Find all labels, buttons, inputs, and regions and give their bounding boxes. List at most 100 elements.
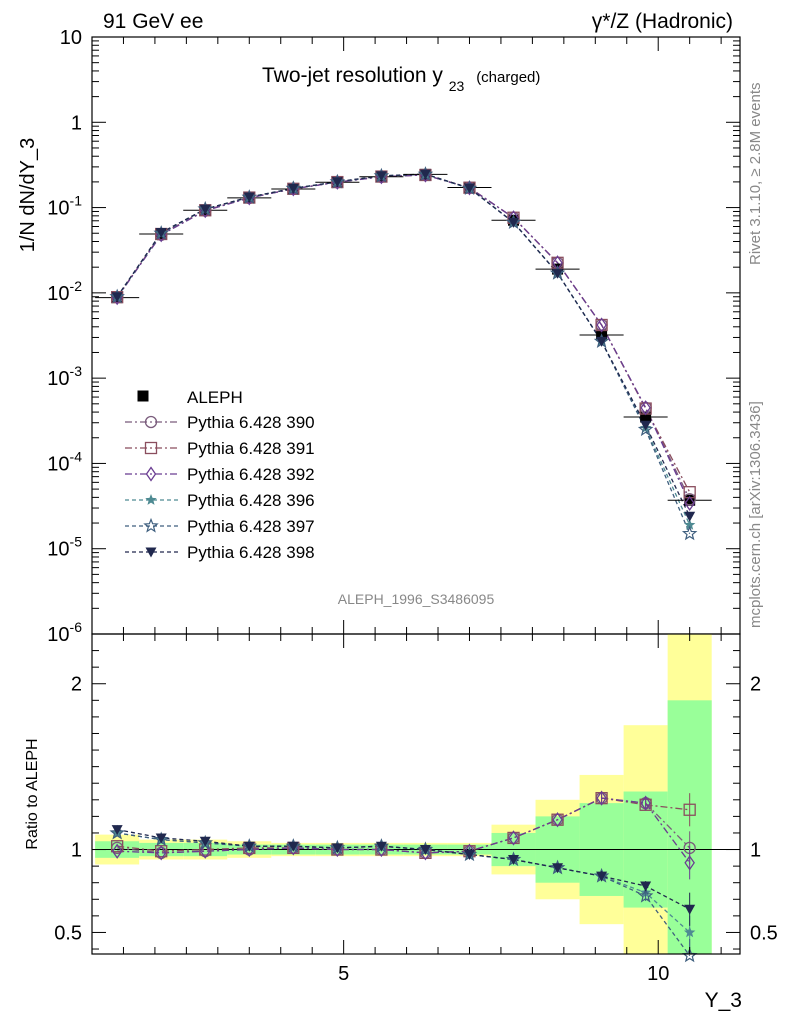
ratio-point-398 — [684, 904, 696, 915]
y-tick-label: 10-3 — [47, 363, 82, 390]
series-point-398 — [463, 183, 475, 194]
series-point-396 — [683, 518, 696, 530]
legend-marker — [144, 441, 158, 455]
ratio-point-398 — [287, 841, 299, 852]
series-point-398 — [155, 228, 167, 239]
ratio-point-397 — [637, 887, 654, 903]
y-tick-label: 1 — [71, 112, 82, 134]
ratio-uncertainty-bands — [92, 634, 740, 954]
data-point — [640, 411, 652, 423]
legend-marker — [143, 517, 159, 533]
legend-label: Pythia 6.428 392 — [187, 465, 315, 484]
series-line-392 — [116, 174, 691, 504]
legend-label: Pythia 6.428 390 — [187, 413, 315, 432]
legend-label: Pythia 6.428 397 — [187, 517, 315, 536]
ratio-point-392 — [508, 830, 519, 846]
series-point-398 — [111, 292, 123, 303]
ratio-axis-ticks: 0.5 0.5 1 1 2 2 5 10 — [54, 633, 778, 985]
x-axis-label: Y_3 — [705, 989, 742, 1012]
ratio-point-392 — [199, 843, 211, 859]
series-point-398 — [596, 336, 608, 347]
x-tick-label: 10 — [647, 963, 669, 985]
ratio-tick-label-left: 1 — [71, 840, 82, 862]
series-point-397 — [681, 525, 698, 541]
mcplots-label: mcplots.cern.ch [arXiv:1306.3436] — [747, 401, 764, 628]
ratio-tick-label-right: 2 — [750, 674, 761, 696]
chart-title-suffix: (charged) — [476, 69, 540, 86]
y-axis-label: 1/N dN/dY_3 — [17, 138, 39, 253]
series-point-398 — [331, 177, 343, 188]
ratio-point-392 — [684, 855, 695, 871]
ratio-point-398 — [243, 841, 255, 852]
ratio-point-397 — [109, 824, 125, 840]
ratio-line-398 — [117, 828, 691, 910]
ratio-point-398 — [155, 833, 167, 844]
y-tick-label: 10-6 — [47, 619, 82, 646]
ratio-series-lines — [117, 797, 691, 957]
series-point-398 — [640, 420, 652, 431]
main-series-lines — [116, 173, 691, 534]
chart-title: Two-jet resolution y 23 (charged) — [262, 64, 540, 96]
legend-marker — [145, 494, 157, 505]
ratio-point-391 — [683, 803, 696, 816]
ratio-point-396 — [683, 926, 696, 938]
legend: ALEPH Pythia 6.428 390 Pythia 6.428 391 Pyt… — [125, 388, 315, 562]
ratio-point-398 — [640, 881, 652, 892]
legend-marker-data — [137, 390, 149, 402]
ratio-point-392 — [596, 790, 607, 806]
ratio-tick-label-right: 0.5 — [750, 922, 778, 944]
legend-label: Pythia 6.428 398 — [187, 543, 315, 562]
rivet-label: Rivet 3.1.10, ≥ 2.8M events — [747, 83, 764, 266]
legend-marker — [145, 466, 157, 482]
chart-title-main: Two-jet resolution y — [262, 64, 443, 87]
chart-title-sub: 23 — [449, 78, 465, 94]
y-tick-label: 10-1 — [47, 193, 82, 220]
ratio-point-398 — [331, 843, 343, 854]
ratio-point-398 — [199, 836, 211, 847]
series-point-398 — [552, 268, 564, 279]
y-tick-label: 10-5 — [47, 534, 82, 561]
series-point-398 — [419, 169, 431, 180]
series-point-398 — [508, 217, 520, 228]
data-point — [684, 494, 696, 506]
y-tick-label: 10-2 — [47, 278, 82, 305]
x-tick-label: 5 — [338, 963, 349, 985]
ratio-tick-label-left: 0.5 — [54, 922, 82, 944]
legend-label: Pythia 6.428 391 — [187, 439, 315, 458]
ratio-point-392 — [111, 843, 123, 859]
ratio-point-392 — [552, 812, 563, 828]
analysis-id: ALEPH_1996_S3486095 — [338, 591, 495, 607]
ratio-series-markers — [109, 790, 698, 963]
main-plot: 10 1 10-1 10-2 10-3 10-4 10-5 10-6 — [47, 27, 741, 646]
ratio-frame — [91, 633, 741, 955]
y-tick-label: 10-4 — [47, 448, 82, 475]
header-left: 91 GeV ee — [103, 10, 203, 33]
series-point-398 — [287, 183, 299, 194]
ratio-point-398 — [508, 854, 520, 865]
ratio-point-398 — [552, 863, 564, 874]
legend-marker — [145, 547, 157, 558]
ratio-point-398 — [419, 845, 431, 856]
series-line-398 — [116, 173, 691, 517]
ratio-plot: 0.5 0.5 1 1 2 2 5 10 — [54, 633, 778, 985]
ratio-point-398 — [463, 850, 475, 861]
ratio-point-398 — [111, 825, 123, 836]
ratio-point-392 — [155, 845, 167, 861]
ratio-tick-label-left: 2 — [71, 674, 82, 696]
ratio-tick-label-right: 1 — [750, 840, 761, 862]
series-point-397 — [637, 421, 654, 437]
ratio-y-axis-label: Ratio to ALEPH — [24, 738, 41, 849]
main-axis-ticks: 10 1 10-1 10-2 10-3 10-4 10-5 10-6 — [47, 27, 740, 646]
ratio-point-392 — [640, 795, 651, 811]
ratio-line-392 — [117, 797, 691, 864]
legend-label-data: ALEPH — [187, 388, 243, 407]
header-right: γ*/Z (Hadronic) — [592, 10, 733, 33]
series-point-392 — [596, 317, 607, 333]
series-point-390 — [683, 493, 696, 506]
ratio-point-398 — [375, 841, 387, 852]
series-point-398 — [199, 204, 211, 215]
y-tick-label: 10 — [60, 27, 82, 49]
series-point-398 — [243, 192, 255, 203]
ratio-point-398 — [596, 871, 608, 882]
